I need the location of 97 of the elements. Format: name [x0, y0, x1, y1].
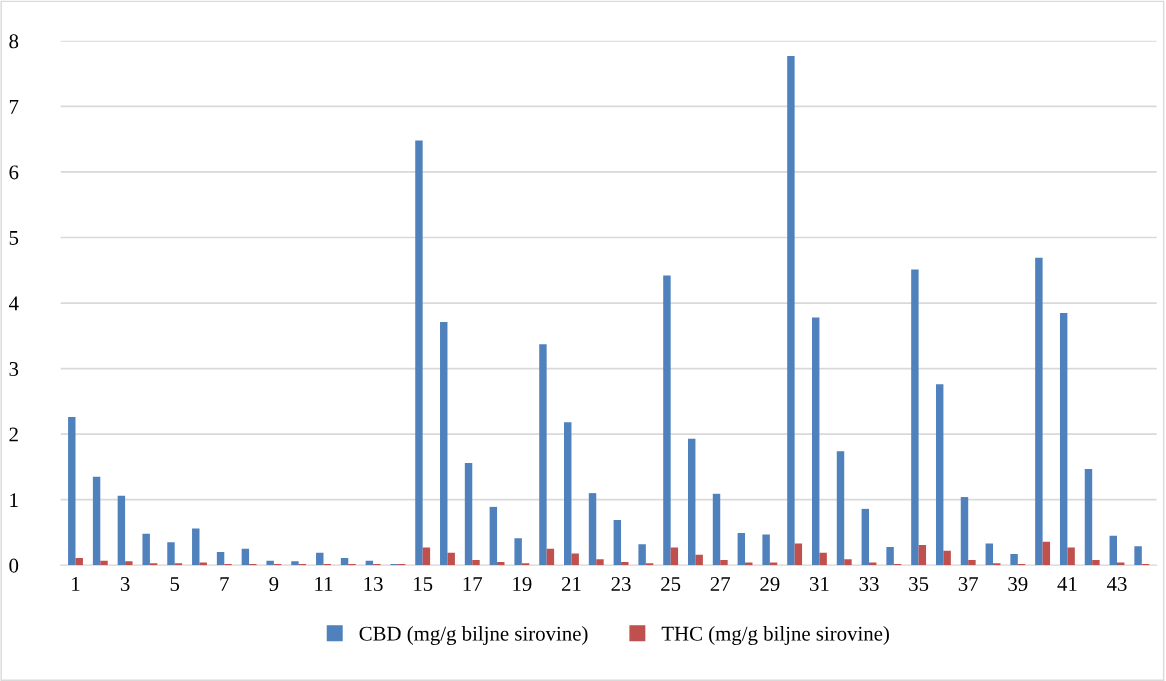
bar — [787, 55, 795, 566]
bar — [836, 451, 845, 566]
bar — [596, 559, 604, 566]
x-tick-label: 39 — [1008, 577, 1028, 591]
bar — [918, 544, 927, 566]
bar — [1109, 535, 1117, 566]
bar — [819, 552, 827, 566]
bar — [497, 561, 505, 566]
bar — [1134, 546, 1142, 566]
bar — [1059, 312, 1068, 566]
y-tick-label: 0 — [9, 558, 19, 573]
bar — [712, 493, 721, 566]
bar — [92, 476, 101, 566]
legend-label: CBD (mg/g biljne sirovine) — [359, 626, 588, 646]
bar — [968, 559, 976, 566]
bar — [1042, 541, 1051, 566]
bar — [861, 508, 870, 566]
bar — [167, 542, 175, 566]
bar — [794, 543, 803, 566]
x-tick-label: 7 — [220, 577, 229, 591]
bar — [216, 552, 225, 566]
x-tick-label: 23 — [611, 577, 631, 591]
bar — [68, 417, 76, 566]
bar — [340, 558, 349, 566]
bar — [1084, 468, 1093, 566]
x-tick-label: 29 — [760, 577, 780, 591]
bar — [1035, 257, 1043, 566]
x-tick-label: 41 — [1057, 577, 1077, 591]
x-tick-label: 19 — [513, 577, 532, 591]
x-tick-label: 17 — [463, 577, 483, 591]
bar — [688, 438, 696, 566]
legend-label: THC (mg/g biljne sirovine) — [661, 626, 889, 646]
x-tick-label: 31 — [810, 577, 829, 591]
y-tick-label: 4 — [8, 296, 19, 311]
bar — [1067, 547, 1075, 566]
bar — [464, 462, 473, 566]
bar — [514, 538, 522, 566]
x-tick-label: 27 — [710, 577, 731, 591]
x-tick-label: 35 — [909, 577, 929, 591]
bar — [588, 493, 597, 566]
bar — [886, 546, 894, 566]
bar — [1010, 554, 1018, 566]
bar — [100, 560, 108, 566]
bar — [546, 548, 555, 566]
bar — [142, 533, 150, 566]
bar — [663, 275, 671, 566]
bar — [75, 558, 83, 566]
x-tick-label: 13 — [364, 577, 383, 591]
y-tick-label: 2 — [9, 427, 18, 442]
bar — [440, 322, 448, 566]
bar — [670, 547, 679, 566]
bar — [539, 344, 547, 566]
bar — [762, 534, 770, 566]
bar — [720, 559, 728, 566]
bar — [472, 559, 480, 566]
x-tick-label: 9 — [269, 577, 279, 591]
bar — [564, 422, 572, 566]
y-tick-label: 5 — [9, 231, 19, 245]
bar — [117, 495, 126, 566]
bar — [943, 550, 951, 566]
x-tick-label: 1 — [72, 577, 80, 591]
bar — [489, 506, 498, 566]
bar — [638, 544, 646, 566]
bar — [737, 533, 746, 566]
x-tick-label: 15 — [414, 577, 433, 591]
bar — [1092, 559, 1100, 566]
bar — [695, 554, 703, 566]
bar — [571, 553, 579, 566]
x-tick-label: 33 — [859, 577, 879, 591]
bar — [447, 552, 455, 566]
bar — [415, 140, 423, 566]
bar — [613, 520, 622, 566]
x-tick-label: 25 — [661, 577, 681, 591]
bar — [316, 552, 324, 566]
x-tick-label: 5 — [170, 577, 180, 591]
bar — [422, 547, 431, 566]
x-tick-label: 3 — [120, 577, 130, 591]
y-tick-label: 7 — [9, 99, 19, 114]
bar — [125, 561, 133, 566]
y-tick-label: 3 — [9, 362, 19, 377]
bar — [811, 317, 820, 566]
bar — [960, 497, 969, 566]
y-tick-label: 8 — [9, 34, 19, 49]
bar — [935, 384, 944, 566]
y-tick-label: 6 — [9, 165, 19, 180]
x-tick-label: 37 — [958, 577, 979, 591]
x-tick-label: 21 — [561, 577, 581, 591]
bar — [266, 560, 274, 566]
bar — [241, 548, 250, 566]
bar — [192, 528, 200, 566]
x-tick-label: 11 — [315, 577, 333, 591]
y-tick-label: 1 — [10, 493, 18, 507]
bar — [844, 559, 852, 566]
bar — [985, 543, 994, 566]
bar — [291, 561, 299, 566]
x-tick-label: 43 — [1106, 577, 1127, 591]
bar — [911, 269, 919, 566]
